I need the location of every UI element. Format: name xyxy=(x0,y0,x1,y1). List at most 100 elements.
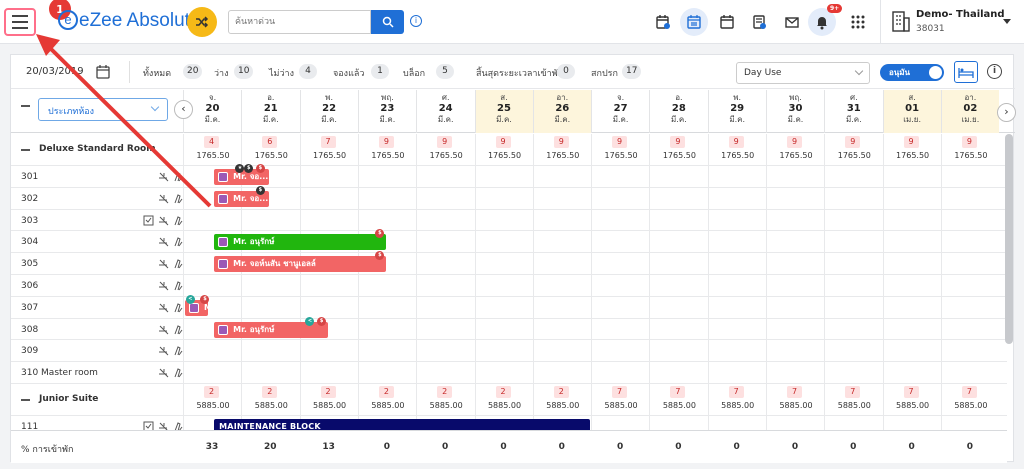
grid-cell[interactable] xyxy=(649,209,707,232)
grid-cell[interactable] xyxy=(940,166,999,188)
filter-label-3[interactable]: จองแล้ว xyxy=(333,69,365,79)
filter-count-0[interactable]: 20 xyxy=(183,64,203,79)
collapse-category-icon[interactable] xyxy=(21,149,30,151)
booking-bar[interactable]: Mr. จอห์นสัน ชานูเอลล์ xyxy=(214,256,387,273)
booking-bar[interactable]: Mr. จอ... xyxy=(214,190,270,207)
grid-cell[interactable] xyxy=(824,187,882,210)
help-info-icon[interactable]: i xyxy=(987,64,1002,79)
grid-cell[interactable] xyxy=(532,296,591,319)
grid-cell[interactable] xyxy=(940,340,999,363)
grid-cell[interactable] xyxy=(766,166,824,188)
grid-cell[interactable] xyxy=(474,318,533,341)
grid-cell[interactable] xyxy=(766,275,824,297)
mail-icon[interactable] xyxy=(778,8,806,36)
collapse-all-icon[interactable] xyxy=(21,105,30,107)
grid-cell[interactable] xyxy=(474,296,533,319)
booking-bar[interactable]: Mr. อนุรักษ์ xyxy=(214,234,387,251)
grid-cell[interactable] xyxy=(416,187,474,210)
grid-cell[interactable] xyxy=(474,253,533,275)
grid-cell[interactable] xyxy=(474,275,533,297)
grid-cell[interactable] xyxy=(882,253,941,275)
invoice-icon[interactable] xyxy=(745,8,773,36)
grid-cell[interactable] xyxy=(532,187,591,210)
grid-cell[interactable] xyxy=(766,340,824,363)
grid-cell[interactable] xyxy=(649,296,707,319)
grid-cell[interactable] xyxy=(649,275,707,297)
grid-cell[interactable] xyxy=(532,340,591,363)
grid-cell[interactable] xyxy=(649,362,707,384)
grid-cell[interactable] xyxy=(940,362,999,384)
grid-cell[interactable] xyxy=(241,340,299,363)
grid-cell[interactable] xyxy=(707,187,766,210)
hamburger-menu-icon[interactable] xyxy=(4,8,36,36)
grid-cell[interactable] xyxy=(707,231,766,254)
grid-cell[interactable] xyxy=(183,296,241,319)
grid-cell[interactable] xyxy=(357,209,416,232)
grid-cell[interactable] xyxy=(649,318,707,341)
grid-cell[interactable] xyxy=(474,187,533,210)
grid-cell[interactable] xyxy=(940,253,999,275)
room-type-select[interactable]: ประเภทห้อง xyxy=(38,98,168,121)
grid-cell[interactable] xyxy=(357,275,416,297)
next-dates-button[interactable]: › xyxy=(997,103,1016,122)
grid-cell[interactable] xyxy=(416,231,474,254)
grid-cell[interactable] xyxy=(766,318,824,341)
grid-cell[interactable] xyxy=(474,340,533,363)
grid-cell[interactable] xyxy=(357,187,416,210)
grid-cell[interactable] xyxy=(649,416,707,438)
grid-cell[interactable] xyxy=(474,209,533,232)
grid-cell[interactable] xyxy=(416,253,474,275)
grid-cell[interactable] xyxy=(241,209,299,232)
day-use-select[interactable]: Day Use xyxy=(736,62,870,84)
grid-cell[interactable] xyxy=(183,253,241,275)
filter-label-2[interactable]: ไม่ว่าง xyxy=(269,69,294,79)
booking-bar[interactable]: Mr. จอ... xyxy=(214,169,270,185)
grid-cell[interactable] xyxy=(940,318,999,341)
prev-dates-button[interactable]: ‹ xyxy=(174,100,193,119)
filter-count-3[interactable]: 1 xyxy=(371,64,389,79)
grid-cell[interactable] xyxy=(532,253,591,275)
grid-cell[interactable] xyxy=(882,362,941,384)
hotel-name[interactable]: Demo- Thailand xyxy=(916,9,1005,20)
grid-cell[interactable] xyxy=(241,362,299,384)
grid-cell[interactable] xyxy=(707,275,766,297)
grid-cell[interactable] xyxy=(241,296,299,319)
grid-cell[interactable] xyxy=(824,416,882,438)
grid-cell[interactable] xyxy=(766,362,824,384)
grid-cell[interactable] xyxy=(532,231,591,254)
grid-cell[interactable] xyxy=(416,166,474,188)
filter-label-6[interactable]: สกปรก xyxy=(591,69,618,79)
grid-cell[interactable] xyxy=(591,209,649,232)
grid-cell[interactable] xyxy=(532,209,591,232)
grid-cell[interactable] xyxy=(766,253,824,275)
calendar-icon[interactable] xyxy=(713,8,741,36)
quick-search-input[interactable] xyxy=(228,10,371,34)
grid-cell[interactable] xyxy=(416,362,474,384)
grid-cell[interactable] xyxy=(532,318,591,341)
grid-cell[interactable] xyxy=(824,362,882,384)
grid-cell[interactable] xyxy=(766,209,824,232)
grid-cell[interactable] xyxy=(824,209,882,232)
grid-cell[interactable] xyxy=(940,296,999,319)
collapse-category-icon[interactable] xyxy=(21,399,30,401)
grid-cell[interactable] xyxy=(591,340,649,363)
grid-cell[interactable] xyxy=(882,166,941,188)
grid-cell[interactable] xyxy=(591,231,649,254)
grid-cell[interactable] xyxy=(474,231,533,254)
grid-cell[interactable] xyxy=(649,253,707,275)
grid-cell[interactable] xyxy=(183,340,241,363)
grid-cell[interactable] xyxy=(474,362,533,384)
grid-cell[interactable] xyxy=(707,340,766,363)
grid-cell[interactable] xyxy=(824,275,882,297)
filter-count-6[interactable]: 17 xyxy=(622,64,642,79)
grid-cell[interactable] xyxy=(882,275,941,297)
grid-cell[interactable] xyxy=(299,362,358,384)
grid-cell[interactable] xyxy=(940,209,999,232)
calendar-picker-icon[interactable] xyxy=(96,64,110,83)
grid-cell[interactable] xyxy=(591,253,649,275)
grid-cell[interactable] xyxy=(357,340,416,363)
grid-cell[interactable] xyxy=(882,296,941,319)
bed-view-button[interactable] xyxy=(954,61,978,83)
grid-cell[interactable] xyxy=(416,209,474,232)
grid-cell[interactable] xyxy=(299,209,358,232)
